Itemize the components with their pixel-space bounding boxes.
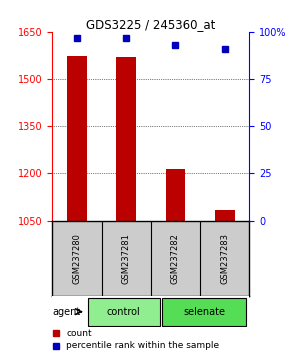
Text: selenate: selenate (183, 307, 225, 317)
Text: percentile rank within the sample: percentile rank within the sample (66, 341, 219, 350)
Title: GDS3225 / 245360_at: GDS3225 / 245360_at (86, 18, 215, 31)
Bar (215, 210, 235, 221)
Bar (162, 298, 246, 326)
Text: GSM237282: GSM237282 (171, 233, 180, 284)
Bar (116, 57, 136, 221)
Text: GSM237281: GSM237281 (122, 233, 131, 284)
Text: control: control (107, 307, 141, 317)
Text: GSM237280: GSM237280 (72, 233, 81, 284)
Bar (166, 169, 185, 221)
Text: count: count (66, 329, 92, 338)
Text: GSM237283: GSM237283 (220, 233, 229, 284)
Bar (88, 298, 160, 326)
Text: agent: agent (52, 307, 80, 317)
Bar (67, 56, 87, 221)
